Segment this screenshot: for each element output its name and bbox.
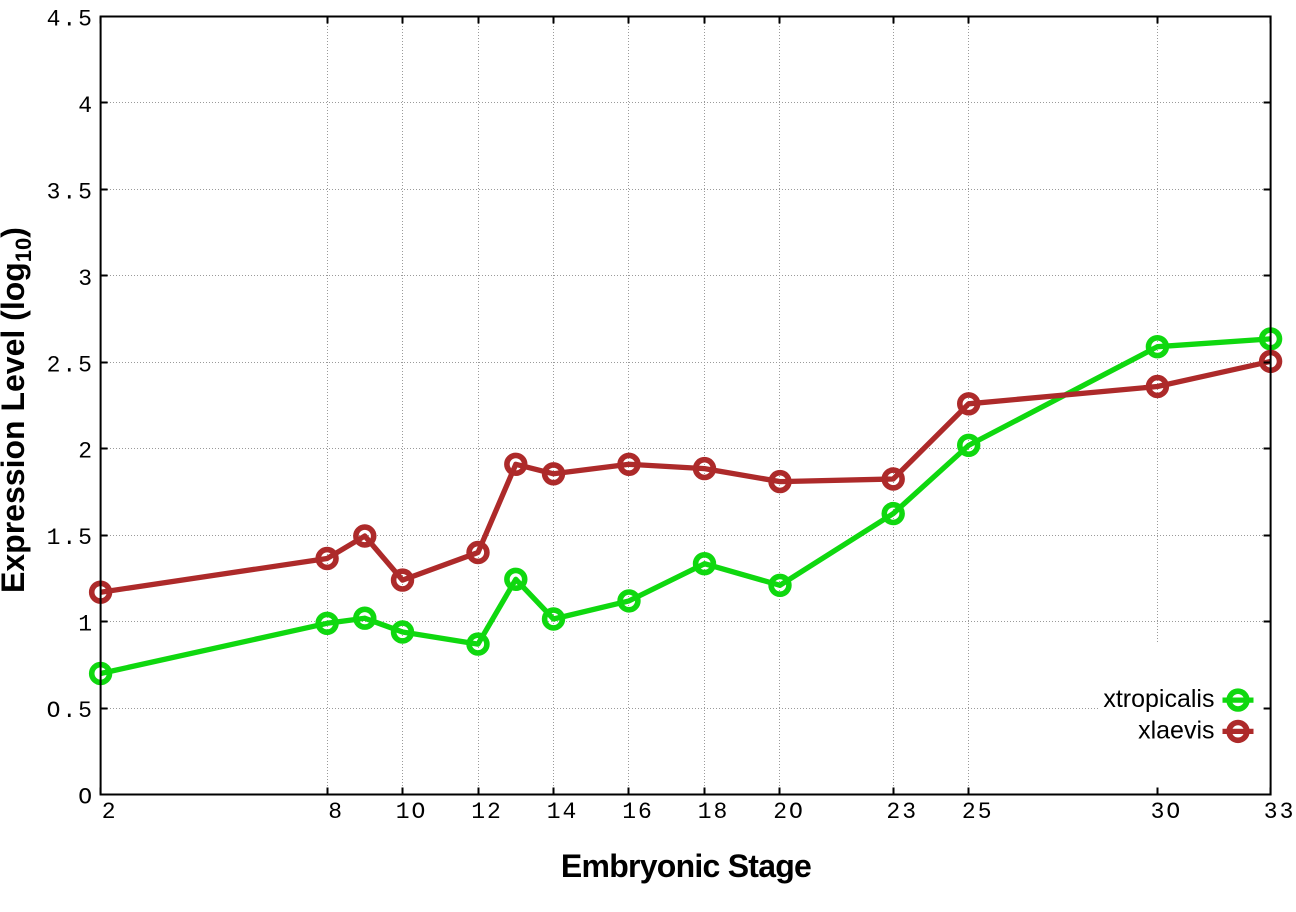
svg-text:2: 2	[102, 799, 118, 825]
svg-text:14: 14	[547, 799, 579, 825]
svg-text:1.5: 1.5	[47, 525, 94, 551]
svg-text:3O: 3O	[1151, 799, 1183, 825]
svg-text:4.5: 4.5	[47, 7, 94, 33]
svg-text:3: 3	[78, 266, 94, 292]
svg-text:Expression Level (log10): Expression Level (log10)	[0, 227, 36, 593]
svg-text:Embryonic Stage: Embryonic Stage	[561, 848, 811, 884]
svg-text:23: 23	[886, 799, 918, 825]
svg-text:2: 2	[78, 439, 94, 465]
svg-text:4: 4	[78, 93, 94, 119]
svg-text:3.5: 3.5	[47, 179, 94, 205]
svg-text:xtropicalis: xtropicalis	[1103, 685, 1214, 713]
svg-text:33: 33	[1264, 799, 1296, 825]
svg-text:8: 8	[328, 799, 344, 825]
svg-text:12: 12	[471, 799, 503, 825]
svg-text:2.5: 2.5	[47, 352, 94, 378]
svg-text:1: 1	[78, 612, 94, 638]
svg-text:16: 16	[622, 799, 654, 825]
svg-text:O.5: O.5	[47, 698, 94, 724]
svg-text:18: 18	[698, 799, 730, 825]
svg-text:2O: 2O	[773, 799, 805, 825]
svg-text:1O: 1O	[396, 799, 428, 825]
svg-text:xlaevis: xlaevis	[1138, 716, 1214, 744]
svg-text:25: 25	[962, 799, 994, 825]
svg-text:O: O	[78, 785, 94, 811]
